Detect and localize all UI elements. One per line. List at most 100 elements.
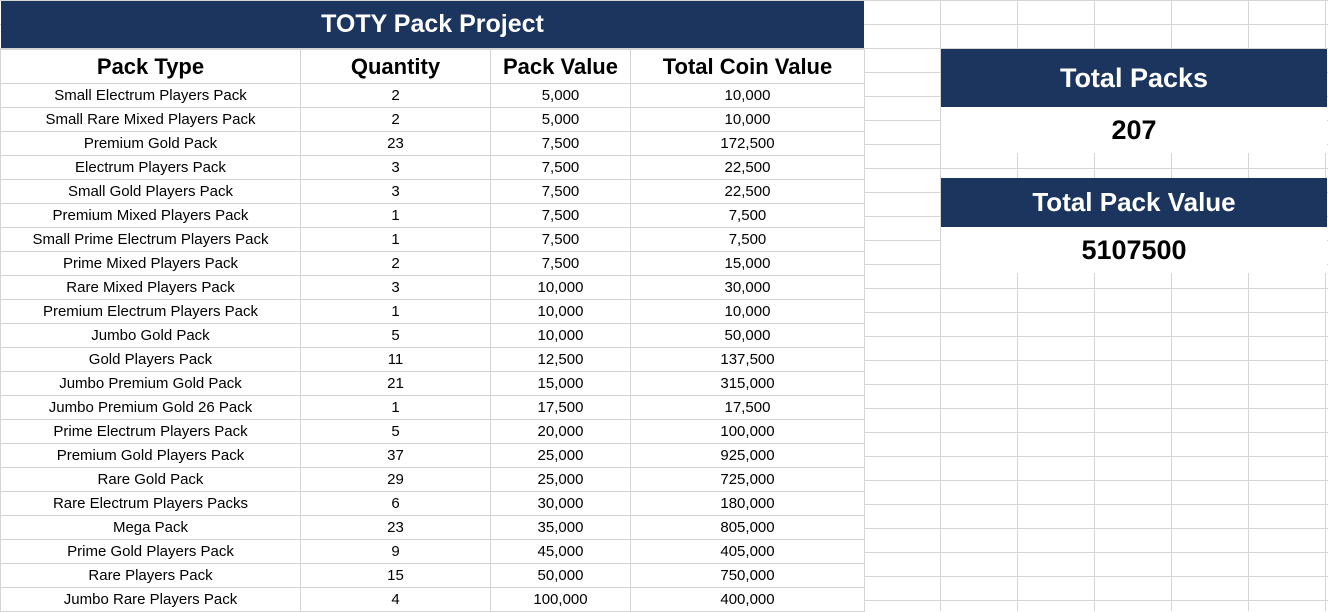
total-coin-value-cell[interactable]: 750,000 xyxy=(630,563,865,588)
total-coin-value-cell[interactable]: 10,000 xyxy=(630,83,865,108)
total-coin-value-cell[interactable]: 50,000 xyxy=(630,323,865,348)
pack-value-cell[interactable]: 7,500 xyxy=(490,155,631,180)
total-pack-value-header[interactable]: Total Pack Value xyxy=(941,178,1327,227)
quantity-cell[interactable]: 2 xyxy=(300,107,491,132)
sheet-title[interactable]: TOTY Pack Project xyxy=(1,1,864,48)
total-coin-value-cell[interactable]: 925,000 xyxy=(630,443,865,468)
pack-type-cell[interactable]: Jumbo Rare Players Pack xyxy=(0,587,301,612)
quantity-cell[interactable]: 5 xyxy=(300,419,491,444)
pack-value-cell[interactable]: 5,000 xyxy=(490,83,631,108)
pack-type-cell[interactable]: Prime Mixed Players Pack xyxy=(0,251,301,276)
table-row: Small Gold Players Pack 3 7,500 22,500 xyxy=(0,179,865,204)
quantity-cell[interactable]: 6 xyxy=(300,491,491,516)
total-packs-cell[interactable]: 207 xyxy=(941,107,1327,153)
quantity-cell[interactable]: 1 xyxy=(300,299,491,324)
quantity-cell[interactable]: 9 xyxy=(300,539,491,564)
pack-type-cell[interactable]: Gold Players Pack xyxy=(0,347,301,372)
total-coin-value-cell[interactable]: 22,500 xyxy=(630,179,865,204)
quantity-cell[interactable]: 23 xyxy=(300,515,491,540)
total-coin-value-cell[interactable]: 22,500 xyxy=(630,155,865,180)
pack-value-cell[interactable]: 12,500 xyxy=(490,347,631,372)
total-coin-value-cell[interactable]: 30,000 xyxy=(630,275,865,300)
quantity-cell[interactable]: 11 xyxy=(300,347,491,372)
total-coin-value-cell[interactable]: 15,000 xyxy=(630,251,865,276)
quantity-cell[interactable]: 1 xyxy=(300,227,491,252)
pack-value-cell[interactable]: 10,000 xyxy=(490,323,631,348)
pack-type-cell[interactable]: Premium Mixed Players Pack xyxy=(0,203,301,228)
pack-value-cell[interactable]: 35,000 xyxy=(490,515,631,540)
pack-value-cell[interactable]: 15,000 xyxy=(490,371,631,396)
total-coin-value-cell[interactable]: 7,500 xyxy=(630,227,865,252)
total-coin-value-cell[interactable]: 315,000 xyxy=(630,371,865,396)
pack-type-cell[interactable]: Small Rare Mixed Players Pack xyxy=(0,107,301,132)
total-coin-value-cell[interactable]: 400,000 xyxy=(630,587,865,612)
pack-type-cell[interactable]: Premium Gold Pack xyxy=(0,131,301,156)
total-coin-value-cell[interactable]: 137,500 xyxy=(630,347,865,372)
total-coin-value-cell[interactable]: 405,000 xyxy=(630,539,865,564)
pack-type-cell[interactable]: Prime Electrum Players Pack xyxy=(0,419,301,444)
total-coin-value-cell[interactable]: 100,000 xyxy=(630,419,865,444)
quantity-cell[interactable]: 3 xyxy=(300,179,491,204)
pack-value-cell[interactable]: 10,000 xyxy=(490,275,631,300)
total-coin-value-cell[interactable]: 10,000 xyxy=(630,299,865,324)
table-row: Prime Electrum Players Pack 5 20,000 100,00… xyxy=(0,419,865,444)
pack-type-cell[interactable]: Jumbo Gold Pack xyxy=(0,323,301,348)
pack-type-cell[interactable]: Mega Pack xyxy=(0,515,301,540)
total-coin-value-cell[interactable]: 17,500 xyxy=(630,395,865,420)
quantity-cell[interactable]: 23 xyxy=(300,131,491,156)
pack-type-cell[interactable]: Jumbo Premium Gold Pack xyxy=(0,371,301,396)
pack-value-cell[interactable]: 17,500 xyxy=(490,395,631,420)
quantity-cell[interactable]: 21 xyxy=(300,371,491,396)
total-coin-value-cell[interactable]: 10,000 xyxy=(630,107,865,132)
pack-value-cell[interactable]: 20,000 xyxy=(490,419,631,444)
pack-type-cell[interactable]: Small Gold Players Pack xyxy=(0,179,301,204)
pack-value-cell[interactable]: 7,500 xyxy=(490,179,631,204)
table-row: Premium Gold Pack 23 7,500 172,500 xyxy=(0,131,865,156)
quantity-cell[interactable]: 1 xyxy=(300,395,491,420)
pack-value-cell[interactable]: 5,000 xyxy=(490,107,631,132)
quantity-cell[interactable]: 15 xyxy=(300,563,491,588)
total-coin-value-cell[interactable]: 7,500 xyxy=(630,203,865,228)
pack-type-cell[interactable]: Premium Gold Players Pack xyxy=(0,443,301,468)
quantity-cell[interactable]: 1 xyxy=(300,203,491,228)
quantity-cell[interactable]: 29 xyxy=(300,467,491,492)
column-header-pack-value[interactable]: Pack Value xyxy=(490,49,631,84)
total-coin-value-cell[interactable]: 180,000 xyxy=(630,491,865,516)
column-header-total-coin-value[interactable]: Total Coin Value xyxy=(630,49,865,84)
quantity-cell[interactable]: 5 xyxy=(300,323,491,348)
quantity-cell[interactable]: 2 xyxy=(300,251,491,276)
pack-value-cell[interactable]: 7,500 xyxy=(490,131,631,156)
pack-value-cell[interactable]: 7,500 xyxy=(490,227,631,252)
pack-type-cell[interactable]: Prime Gold Players Pack xyxy=(0,539,301,564)
pack-type-cell[interactable]: Rare Players Pack xyxy=(0,563,301,588)
quantity-cell[interactable]: 3 xyxy=(300,275,491,300)
pack-value-cell[interactable]: 7,500 xyxy=(490,203,631,228)
quantity-cell[interactable]: 4 xyxy=(300,587,491,612)
quantity-cell[interactable]: 2 xyxy=(300,83,491,108)
pack-type-cell[interactable]: Rare Mixed Players Pack xyxy=(0,275,301,300)
pack-type-cell[interactable]: Rare Gold Pack xyxy=(0,467,301,492)
total-coin-value-cell[interactable]: 172,500 xyxy=(630,131,865,156)
pack-type-cell[interactable]: Small Prime Electrum Players Pack xyxy=(0,227,301,252)
pack-value-cell[interactable]: 7,500 xyxy=(490,251,631,276)
pack-value-cell[interactable]: 25,000 xyxy=(490,467,631,492)
column-header-pack-type[interactable]: Pack Type xyxy=(0,49,301,84)
pack-value-cell[interactable]: 100,000 xyxy=(490,587,631,612)
pack-value-cell[interactable]: 25,000 xyxy=(490,443,631,468)
total-packs-header[interactable]: Total Packs xyxy=(941,49,1327,107)
pack-value-cell[interactable]: 30,000 xyxy=(490,491,631,516)
quantity-cell[interactable]: 37 xyxy=(300,443,491,468)
pack-type-cell[interactable]: Electrum Players Pack xyxy=(0,155,301,180)
pack-type-cell[interactable]: Premium Electrum Players Pack xyxy=(0,299,301,324)
pack-type-cell[interactable]: Rare Electrum Players Packs xyxy=(0,491,301,516)
pack-type-cell[interactable]: Jumbo Premium Gold 26 Pack xyxy=(0,395,301,420)
total-pack-value-cell[interactable]: 5107500 xyxy=(941,227,1327,273)
pack-value-cell[interactable]: 50,000 xyxy=(490,563,631,588)
column-header-quantity[interactable]: Quantity xyxy=(300,49,491,84)
total-coin-value-cell[interactable]: 725,000 xyxy=(630,467,865,492)
pack-type-cell[interactable]: Small Electrum Players Pack xyxy=(0,83,301,108)
pack-value-cell[interactable]: 45,000 xyxy=(490,539,631,564)
pack-value-cell[interactable]: 10,000 xyxy=(490,299,631,324)
quantity-cell[interactable]: 3 xyxy=(300,155,491,180)
total-coin-value-cell[interactable]: 805,000 xyxy=(630,515,865,540)
